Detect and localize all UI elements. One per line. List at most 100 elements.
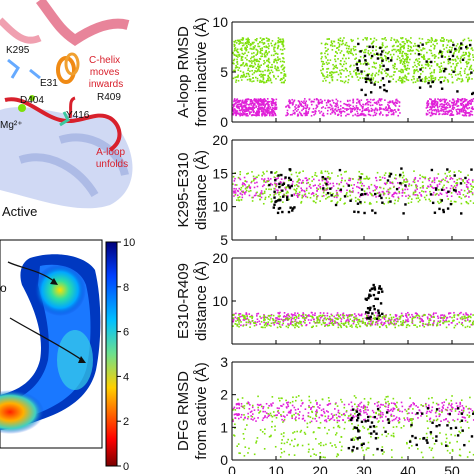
- data-point: [270, 108, 273, 111]
- data-point: [245, 49, 247, 52]
- colorbar: [105, 241, 118, 467]
- data-point: [429, 319, 432, 322]
- data-point: [388, 173, 391, 175]
- data-point: [251, 196, 253, 199]
- data-point: [233, 99, 236, 102]
- data-point: [393, 202, 396, 205]
- data-point: [404, 74, 407, 77]
- data-point: [306, 104, 309, 106]
- data-point: [403, 417, 405, 419]
- data-point: [267, 74, 269, 77]
- data-point: [259, 323, 261, 325]
- data-point: [237, 443, 240, 445]
- data-point: [300, 187, 302, 190]
- data-point: [421, 315, 424, 318]
- data-point: [365, 38, 368, 40]
- data-point: [439, 192, 442, 195]
- data-point: [360, 88, 363, 92]
- data-point: [302, 170, 304, 173]
- data-point: [358, 320, 361, 323]
- data-point: [318, 179, 320, 182]
- data-point: [318, 427, 321, 429]
- data-point: [238, 325, 240, 328]
- data-point: [410, 445, 413, 447]
- data-point: [450, 114, 452, 117]
- data-point: [414, 59, 417, 61]
- data-point: [377, 436, 380, 439]
- data-point: [294, 314, 297, 317]
- data-point: [296, 175, 299, 178]
- data-point: [235, 320, 237, 322]
- data-point: [280, 65, 283, 67]
- data-point: [295, 110, 298, 112]
- data-point: [430, 111, 433, 114]
- data-point: [387, 322, 390, 325]
- data-point: [308, 107, 311, 110]
- data-point: [272, 74, 275, 77]
- data-point: [437, 194, 440, 196]
- data-point: [468, 52, 471, 55]
- label-r409: R409: [97, 92, 121, 103]
- data-point: [252, 60, 254, 63]
- data-point: [363, 404, 365, 407]
- data-point: [440, 70, 443, 72]
- data-point: [419, 79, 423, 82]
- data-point: [407, 323, 409, 326]
- data-point: [250, 104, 253, 106]
- data-point: [378, 287, 381, 290]
- data-point: [310, 114, 313, 117]
- data-point: [256, 38, 258, 40]
- data-point: [304, 177, 307, 180]
- data-point: [282, 435, 285, 438]
- data-point: [406, 412, 409, 415]
- data-point: [424, 177, 426, 180]
- data-point: [443, 103, 446, 106]
- data-point: [290, 322, 292, 325]
- data-point: [236, 112, 238, 115]
- data-point: [388, 318, 390, 321]
- data-point: [433, 443, 436, 445]
- data-point: [313, 98, 316, 101]
- data-point: [261, 112, 264, 115]
- data-point: [379, 46, 382, 50]
- data-point: [237, 106, 240, 109]
- data-point: [263, 60, 265, 62]
- data-point: [282, 201, 284, 203]
- data-point: [372, 317, 375, 320]
- data-point: [326, 177, 329, 180]
- data-point: [250, 60, 253, 62]
- data-point: [320, 110, 323, 113]
- data-point: [245, 99, 247, 102]
- data-point: [252, 66, 254, 68]
- data-point: [334, 102, 337, 105]
- data-point: [294, 106, 296, 108]
- data-point: [458, 177, 461, 180]
- data-point: [455, 110, 458, 113]
- y-axis-label: K295-E310distance (Å): [175, 150, 210, 230]
- data-point: [369, 37, 372, 40]
- data-point: [252, 48, 255, 50]
- data-point: [341, 65, 344, 68]
- data-point: [312, 448, 314, 451]
- data-point: [349, 418, 353, 422]
- y-axis-label-line: distance (Å): [193, 150, 210, 230]
- data-point: [304, 103, 307, 105]
- data-point: [459, 47, 463, 50]
- data-point: [270, 171, 273, 174]
- data-point: [242, 185, 244, 187]
- data-point: [387, 111, 390, 114]
- data-point: [383, 322, 386, 324]
- data-point: [298, 100, 301, 103]
- data-point: [377, 309, 380, 312]
- data-point: [388, 50, 390, 53]
- data-point: [430, 108, 433, 110]
- data-point: [264, 74, 266, 76]
- data-point: [401, 41, 404, 43]
- data-point: [431, 112, 434, 115]
- data-point: [293, 194, 296, 196]
- data-point: [304, 102, 307, 104]
- data-point: [377, 409, 380, 412]
- data-point: [335, 318, 338, 320]
- data-point: [359, 320, 362, 323]
- data-point: [261, 101, 263, 104]
